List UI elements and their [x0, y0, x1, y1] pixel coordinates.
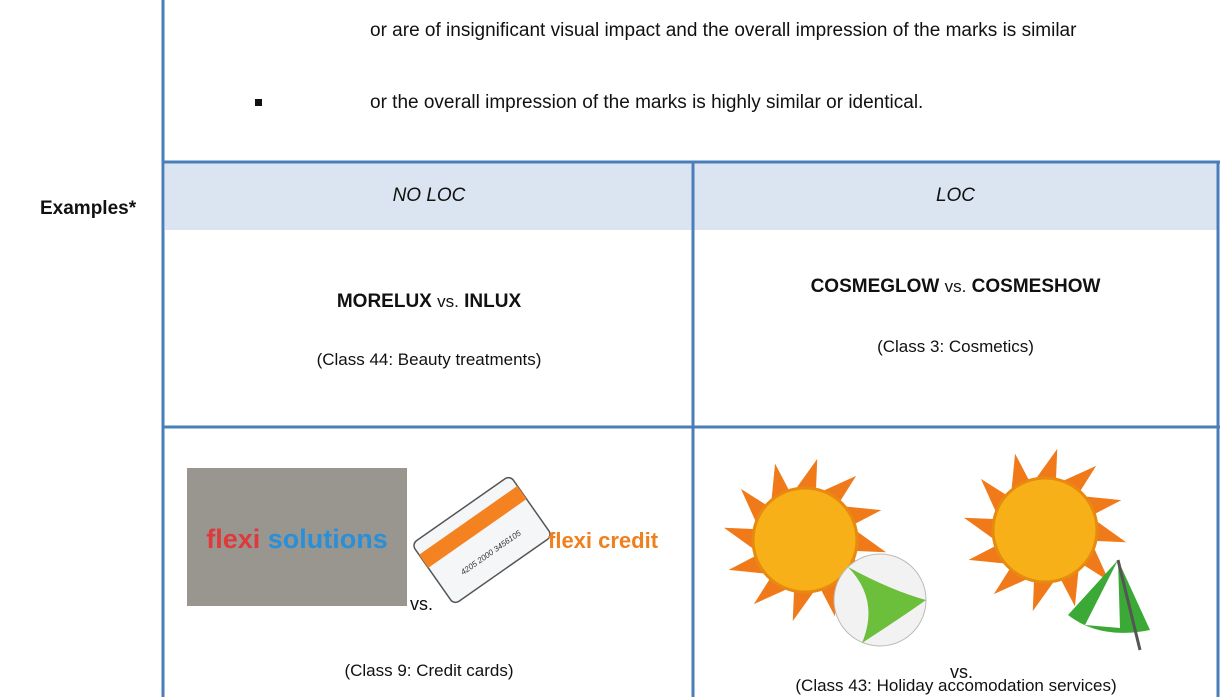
mark: INLUX	[464, 291, 522, 312]
logo-box	[187, 468, 407, 606]
sun-ray	[792, 588, 816, 622]
table-borders	[161, 0, 1220, 697]
logo-text: flexi credit	[548, 528, 659, 553]
card: 4205 2000 3456105	[413, 476, 551, 604]
sun-ray	[1034, 448, 1058, 482]
bullet-icon	[255, 99, 262, 106]
versus: vs.	[944, 277, 967, 296]
row-label: Examples*	[40, 198, 137, 219]
umbrella-pole	[1116, 559, 1142, 651]
card-body	[413, 476, 551, 604]
class-text: (Class 44: Beauty treatments)	[316, 350, 542, 369]
header: NO LOC	[392, 185, 466, 206]
mark: COSMEGLOW	[810, 276, 940, 297]
card-stripe	[419, 485, 527, 568]
continued-line: or are of insignificant visual impact an…	[370, 20, 1077, 41]
sun-ray	[1032, 578, 1056, 612]
class-text: (Class 3: Cosmetics)	[877, 337, 1034, 356]
mark: COSMESHOW	[971, 276, 1101, 297]
umbrella-panel	[1085, 560, 1120, 628]
header: LOC	[935, 185, 976, 206]
sun-images	[723, 448, 1127, 622]
class-text: (Class 9: Credit cards)	[344, 661, 513, 680]
sun-disc	[991, 476, 1099, 584]
sun-ray	[794, 458, 818, 492]
mark: MORELUX	[336, 291, 432, 312]
versus: vs.	[950, 662, 973, 682]
bullet-text: or the overall impression of the marks i…	[370, 92, 924, 113]
sun-ray	[723, 527, 757, 551]
mark-pair: COSMEGLOW vs. COSMESHOW	[693, 276, 1218, 298]
mark-pair: MORELUX vs. INLUX	[165, 291, 693, 313]
sun-disc	[751, 486, 859, 594]
versus: vs.	[437, 292, 459, 311]
logo-word: flexi	[206, 524, 260, 554]
logo-word: solutions	[268, 524, 388, 554]
sun-ray	[1093, 519, 1127, 543]
sun-ray	[963, 517, 997, 541]
versus: vs.	[410, 594, 433, 614]
logo-text: flexi solutions	[206, 524, 388, 554]
class-text: (Class 43: Holiday accomodation services…	[795, 676, 1116, 695]
ball-stripe	[848, 567, 926, 643]
sun-ray	[853, 529, 887, 553]
